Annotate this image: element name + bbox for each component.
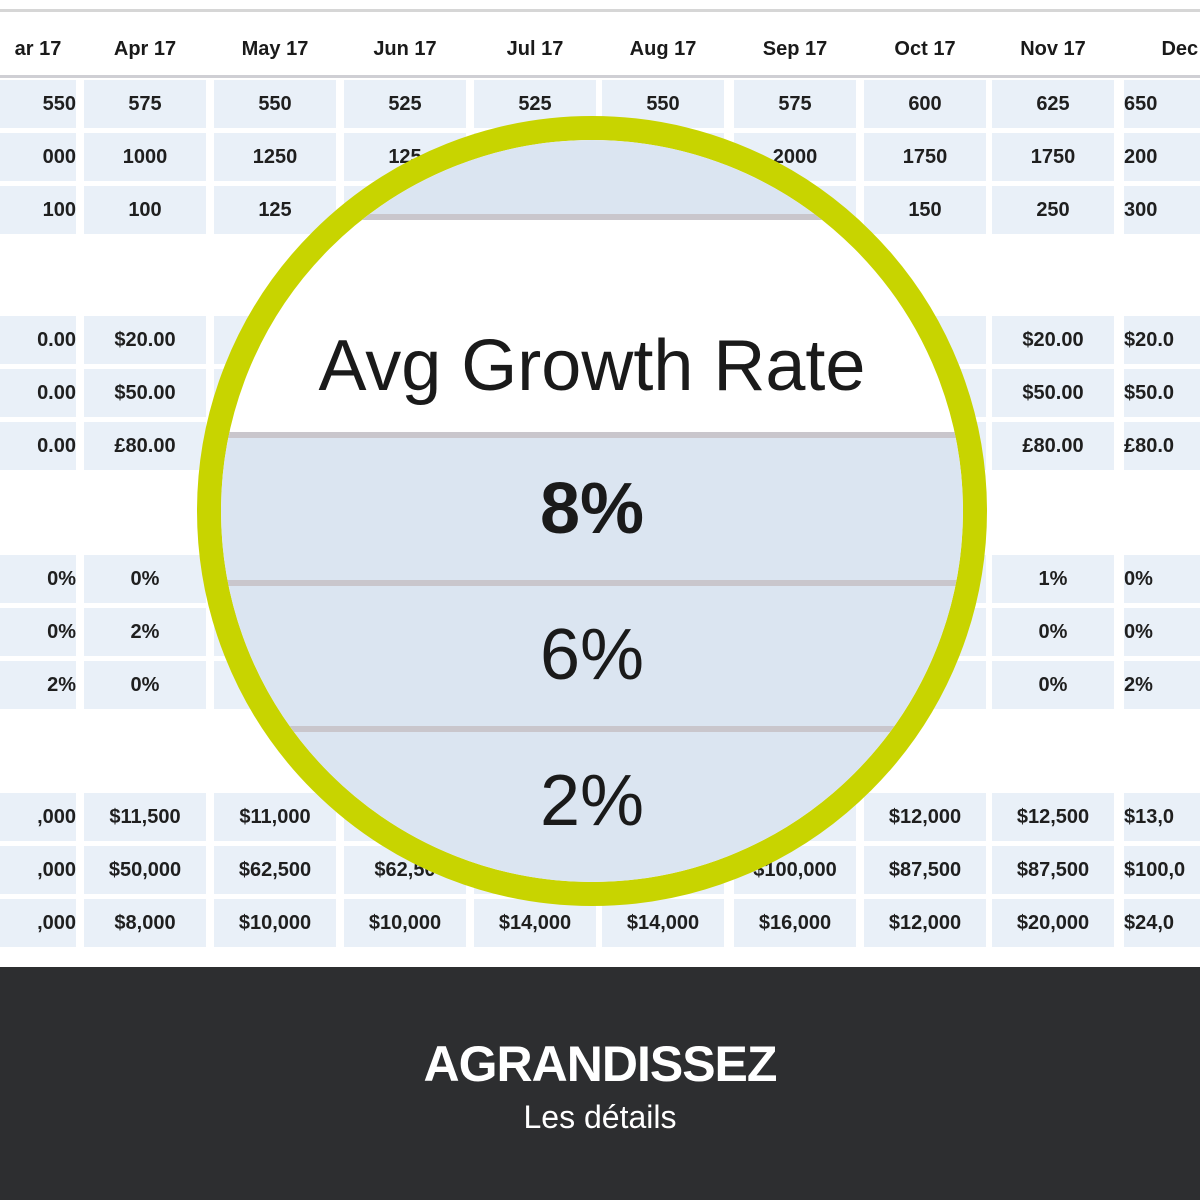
- header-divider: [0, 75, 1200, 78]
- month-header: Nov 17: [1020, 38, 1086, 60]
- table-cell: $13,0: [1124, 793, 1200, 841]
- table-cell: 0.00: [0, 422, 76, 470]
- table-cell: ,000: [0, 899, 76, 947]
- table-cell: $50.00: [84, 369, 206, 417]
- table-cell: $8,000: [84, 899, 206, 947]
- table-cell: 0.00: [0, 316, 76, 364]
- table-cell: 250: [992, 186, 1114, 234]
- table-cell: $100,0: [1124, 846, 1200, 894]
- month-header: Aug 17: [629, 38, 697, 60]
- table-cell: $20.00: [992, 316, 1114, 364]
- table-cell: 2%: [0, 661, 76, 709]
- lens-divider: [221, 432, 963, 438]
- table-cell: 525: [344, 80, 466, 128]
- table-cell: 200: [1124, 133, 1200, 181]
- table-cell: 0%: [1124, 555, 1200, 603]
- table-cell: 2%: [1124, 661, 1200, 709]
- table-cell: 100: [0, 186, 76, 234]
- table-cell: £80.00: [992, 422, 1114, 470]
- table-cell: $20.00: [84, 316, 206, 364]
- table-cell: $20.0: [1124, 316, 1200, 364]
- table-cell: $50,000: [84, 846, 206, 894]
- month-header: Sep 17: [762, 38, 828, 60]
- growth-rate-value: 6%: [539, 615, 645, 695]
- month-header: ar 17: [14, 38, 62, 60]
- table-cell: 0%: [992, 661, 1114, 709]
- growth-rate-value: 2%: [539, 761, 645, 841]
- table-cell: £80.00: [84, 422, 206, 470]
- table-cell: 1750: [992, 133, 1114, 181]
- table-cell: 0%: [0, 555, 76, 603]
- table-cell: 0%: [992, 608, 1114, 656]
- footer-title: AGRANDISSEZ: [423, 1036, 778, 1092]
- table-cell: 650: [1124, 80, 1200, 128]
- month-header: Jun 17: [373, 38, 437, 60]
- table-cell: 0%: [0, 608, 76, 656]
- table-cell: $50.0: [1124, 369, 1200, 417]
- table-cell: $20,000: [992, 899, 1114, 947]
- table-cell: 300: [1124, 186, 1200, 234]
- table-cell: 550: [0, 80, 76, 128]
- lens-divider: [221, 726, 963, 732]
- table-cell: 1%: [992, 555, 1114, 603]
- lens-band: [221, 586, 963, 726]
- lens-divider: [221, 214, 963, 220]
- table-cell: 0.00: [0, 369, 76, 417]
- table-cell: 575: [84, 80, 206, 128]
- table-cell: $14,000: [602, 899, 724, 947]
- table-cell: 2%: [84, 608, 206, 656]
- lens-band: [221, 732, 963, 882]
- magnifier-lens: Avg Growth Rate 8% 6% 2%: [197, 116, 987, 906]
- table-cell: ,000: [0, 793, 76, 841]
- table-cell: $10,000: [344, 899, 466, 947]
- month-header: Jul 17: [506, 38, 564, 60]
- caption-footer: AGRANDISSEZ Les détails: [0, 967, 1200, 1200]
- table-cell: 625: [992, 80, 1114, 128]
- month-header: May 17: [241, 38, 309, 60]
- table-cell: 0%: [84, 661, 206, 709]
- month-header: Dec ': [1161, 38, 1200, 60]
- month-header: Apr 17: [113, 38, 177, 60]
- top-divider: [0, 9, 1200, 12]
- table-cell: 600: [864, 80, 986, 128]
- table-cell: 000: [0, 133, 76, 181]
- table-cell: 0%: [1124, 608, 1200, 656]
- table-cell: 1000: [84, 133, 206, 181]
- month-header: Oct 17: [894, 38, 956, 60]
- footer-subtitle: Les détails: [523, 1099, 677, 1135]
- table-cell: 100: [84, 186, 206, 234]
- table-cell: $10,000: [214, 899, 336, 947]
- table-cell: 575: [734, 80, 856, 128]
- table-cell: $12,500: [992, 793, 1114, 841]
- table-cell: $87,500: [992, 846, 1114, 894]
- table-cell: $11,500: [84, 793, 206, 841]
- lens-band: [221, 438, 963, 580]
- table-cell: 550: [214, 80, 336, 128]
- growth-rate-value: 8%: [539, 469, 645, 549]
- lens-divider: [221, 580, 963, 586]
- lens-top-band: [221, 140, 963, 214]
- table-cell: $50.00: [992, 369, 1114, 417]
- table-cell: $14,000: [474, 899, 596, 947]
- table-cell: $16,000: [734, 899, 856, 947]
- table-cell: $24,0: [1124, 899, 1200, 947]
- avg-growth-rate-heading: Avg Growth Rate: [318, 326, 866, 406]
- table-cell: ,000: [0, 846, 76, 894]
- table-cell: $12,000: [864, 899, 986, 947]
- table-cell: 0%: [84, 555, 206, 603]
- table-cell: £80.0: [1124, 422, 1200, 470]
